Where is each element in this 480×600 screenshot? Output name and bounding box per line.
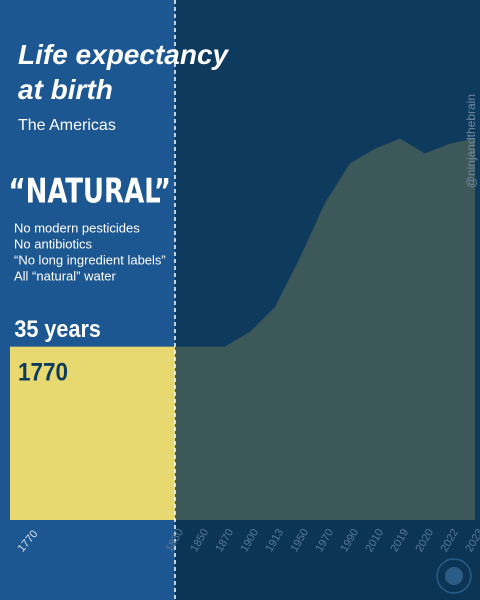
value-label: 35 years xyxy=(14,315,100,342)
subtitle: The Americas xyxy=(18,117,116,134)
note: No antibiotics xyxy=(14,236,93,251)
note: All “natural” water xyxy=(14,268,117,283)
chart-title: Life expectancy at birth xyxy=(18,39,230,105)
area xyxy=(175,138,475,520)
bar-label: 1770 xyxy=(18,358,68,386)
brain-icon xyxy=(436,558,472,594)
brain-icon-core xyxy=(445,567,463,585)
baseline-bar xyxy=(10,346,175,520)
note: No modern pesticides xyxy=(14,220,140,235)
axis-strip xyxy=(175,520,480,600)
note: “No long ingredient labels” xyxy=(14,252,166,267)
watermark: @ninjandthebrain xyxy=(464,94,478,188)
heading: “NATURAL” xyxy=(9,173,171,212)
